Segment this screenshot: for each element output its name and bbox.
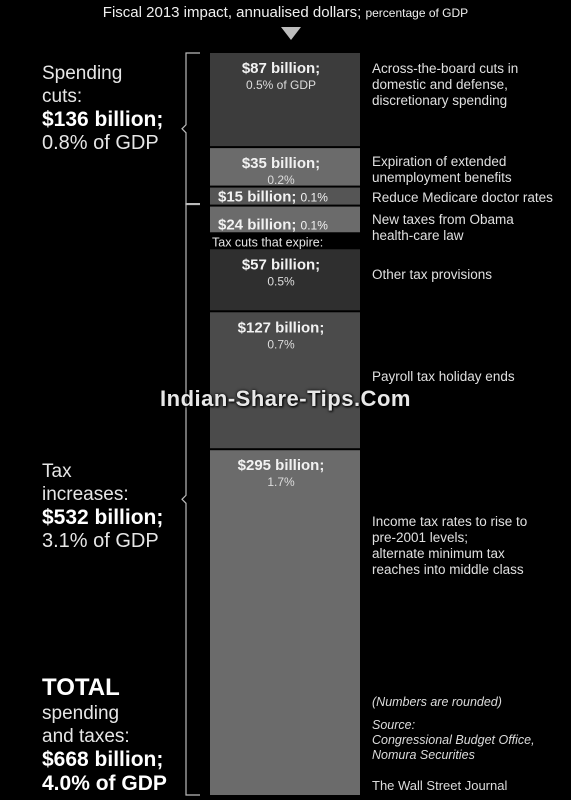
segment-value-label: $24 billion; 0.1%	[218, 216, 328, 233]
tax-amount: $532 billion;	[42, 506, 164, 529]
description-line: pre-2001 levels;	[372, 530, 469, 545]
tax-increases-label: Tax increases: $532 billion; 3.1% of GDP	[42, 460, 163, 553]
watermark-text: Indian-Share-Tips.Com	[160, 386, 411, 411]
segment-description: Across-the-board cuts in domestic and de…	[372, 61, 568, 109]
segment-pct-label: 0.2%	[267, 173, 295, 187]
segment-description: New taxes from Obama health-care law	[372, 212, 568, 244]
source-label: Source:	[372, 718, 416, 732]
group-brackets	[181, 52, 200, 796]
header-arrow-icon	[281, 27, 301, 40]
description-line: unemployment benefits	[372, 170, 512, 185]
description-line: domestic and defense,	[372, 77, 508, 92]
description-line: Income tax rates to rise to	[372, 514, 528, 529]
rounding-note: (Numbers are rounded)	[372, 695, 502, 709]
description-line: Payroll tax holiday ends	[372, 369, 515, 384]
segment-description: Other tax provisions	[372, 267, 568, 283]
total-amount: $668 billion;	[42, 748, 164, 771]
total-label: TOTAL spending and taxes: $668 billion; …	[42, 674, 167, 796]
tax-bracket	[181, 202, 200, 796]
bar-segment	[210, 206, 360, 233]
bar-segment	[210, 312, 360, 449]
segment-description: Payroll tax holiday ends	[372, 369, 568, 385]
source-block: Source: Congressional Budget Office, Nom…	[372, 718, 568, 763]
credit: The Wall Street Journal	[372, 778, 508, 793]
segment-description: Reduce Medicare doctor rates	[372, 190, 568, 206]
chart-title: Fiscal 2013 impact, annualised dollars; …	[0, 4, 571, 21]
segment-value-label: $57 billion;	[242, 256, 320, 273]
description-line: reaches into middle class	[372, 562, 524, 577]
spending-bracket	[181, 52, 200, 206]
spending-amount: $136 billion;	[42, 108, 164, 131]
bar-segment	[210, 53, 360, 147]
segment-value-label: $127 billion;	[238, 319, 325, 336]
spending-cuts-label: Spending cuts: $136 billion; 0.8% of GDP	[42, 62, 163, 155]
description-line: alternate minimum tax	[372, 546, 505, 561]
description-line: Expiration of extended	[372, 154, 507, 169]
total-pct: 4.0% of GDP	[42, 772, 167, 795]
total-label-line2: and taxes:	[42, 726, 130, 747]
bar-segments: $87 billion;0.5% of GDP $35 billion;0.2% $…	[210, 53, 360, 795]
spending-pct: 0.8% of GDP	[42, 132, 159, 154]
tax-cuts-expire-label: Tax cuts that expire:	[212, 235, 323, 249]
description-line: New taxes from Obama	[372, 212, 514, 227]
source-line: Congressional Budget Office,	[372, 733, 535, 747]
spending-label-line1: Spending	[42, 63, 123, 84]
segment-pct-label: 0.5% of GDP	[246, 78, 316, 92]
segment-value-label: $295 billion;	[238, 457, 325, 474]
segment-pct-label: 0.7%	[267, 337, 295, 351]
segment-pct-label: 0.5%	[267, 274, 295, 288]
bar-segment	[210, 187, 360, 205]
tax-pct: 3.1% of GDP	[42, 530, 159, 552]
description-line: health-care law	[372, 228, 464, 243]
segment-value-label: $35 billion;	[242, 155, 320, 172]
description-line: Across-the-board cuts in	[372, 61, 519, 76]
total-title: TOTAL	[42, 674, 120, 701]
segment-value-label: $15 billion; 0.1%	[218, 189, 328, 206]
spending-label-line2: cuts:	[42, 86, 83, 107]
segment-pct-label: 1.7%	[267, 475, 295, 489]
bar-segment	[210, 148, 360, 186]
tax-label-line2: increases:	[42, 484, 129, 505]
segment-description: Income tax rates to rise to pre-2001 lev…	[372, 514, 568, 578]
chart-title-subtitle: percentage of GDP	[365, 6, 469, 20]
segment-description: Expiration of extended unemployment bene…	[372, 154, 568, 186]
description-line: Other tax provisions	[372, 267, 493, 282]
chart-title-main: Fiscal 2013 impact, annualised dollars;	[102, 4, 362, 21]
bar-segment	[210, 249, 360, 311]
description-line: discretionary spending	[372, 93, 508, 108]
tax-label-line1: Tax	[42, 461, 72, 482]
total-label-line1: spending	[42, 703, 120, 724]
source-line: Nomura Securities	[372, 748, 475, 762]
description-line: Reduce Medicare doctor rates	[372, 190, 553, 205]
segment-value-label: $87 billion;	[242, 60, 320, 77]
bar-segment	[210, 450, 360, 795]
